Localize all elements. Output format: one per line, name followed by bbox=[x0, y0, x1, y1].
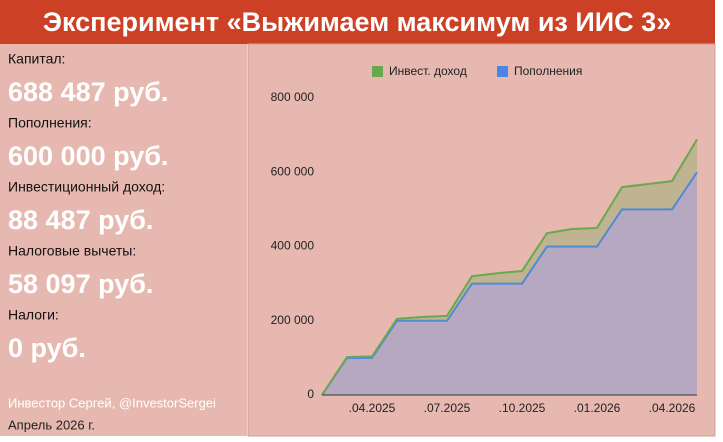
stat-label: Пополнения: bbox=[8, 115, 92, 131]
legend-swatch bbox=[372, 66, 383, 77]
stat-label: Капитал: bbox=[8, 51, 65, 67]
area-line bbox=[321, 138, 698, 396]
x-tick-label: .04.2026 bbox=[649, 401, 696, 415]
header-bar bbox=[0, 0, 715, 44]
stats-panel bbox=[0, 44, 247, 436]
stat-value: 58 097 руб. bbox=[8, 269, 153, 299]
y-tick-label: 400 000 bbox=[271, 239, 315, 253]
legend-label: Пополнения bbox=[514, 64, 582, 78]
legend-swatch bbox=[497, 66, 508, 77]
stat-label: Налоговые вычеты: bbox=[8, 243, 136, 259]
stat-value: 88 487 руб. bbox=[8, 205, 153, 235]
date: Апрель 2026 г. bbox=[8, 417, 95, 432]
stat-label: Налоги: bbox=[8, 307, 59, 323]
stat-value: 600 000 руб. bbox=[8, 141, 168, 171]
author: Инвестор Сергей, @InvestorSergei bbox=[8, 395, 216, 410]
y-tick-label: 800 000 bbox=[271, 90, 315, 104]
page-title: Эксперимент «Выжимаем максимум из ИИС 3» bbox=[43, 7, 671, 37]
x-tick-label: .01.2026 bbox=[574, 401, 621, 415]
chart-panel bbox=[247, 43, 716, 437]
y-tick-label: 0 bbox=[307, 387, 314, 401]
y-tick-label: 200 000 bbox=[271, 313, 315, 327]
stat-value: 688 487 руб. bbox=[8, 77, 168, 107]
legend-label: Инвест. доход bbox=[389, 64, 467, 78]
x-tick-label: .04.2025 bbox=[349, 401, 396, 415]
x-tick-label: .07.2025 bbox=[424, 401, 471, 415]
stat-label: Инвестиционный доход: bbox=[8, 179, 165, 195]
y-tick-label: 600 000 bbox=[271, 164, 315, 178]
x-tick-label: .10.2025 bbox=[499, 401, 546, 415]
stat-value: 0 руб. bbox=[8, 333, 86, 363]
